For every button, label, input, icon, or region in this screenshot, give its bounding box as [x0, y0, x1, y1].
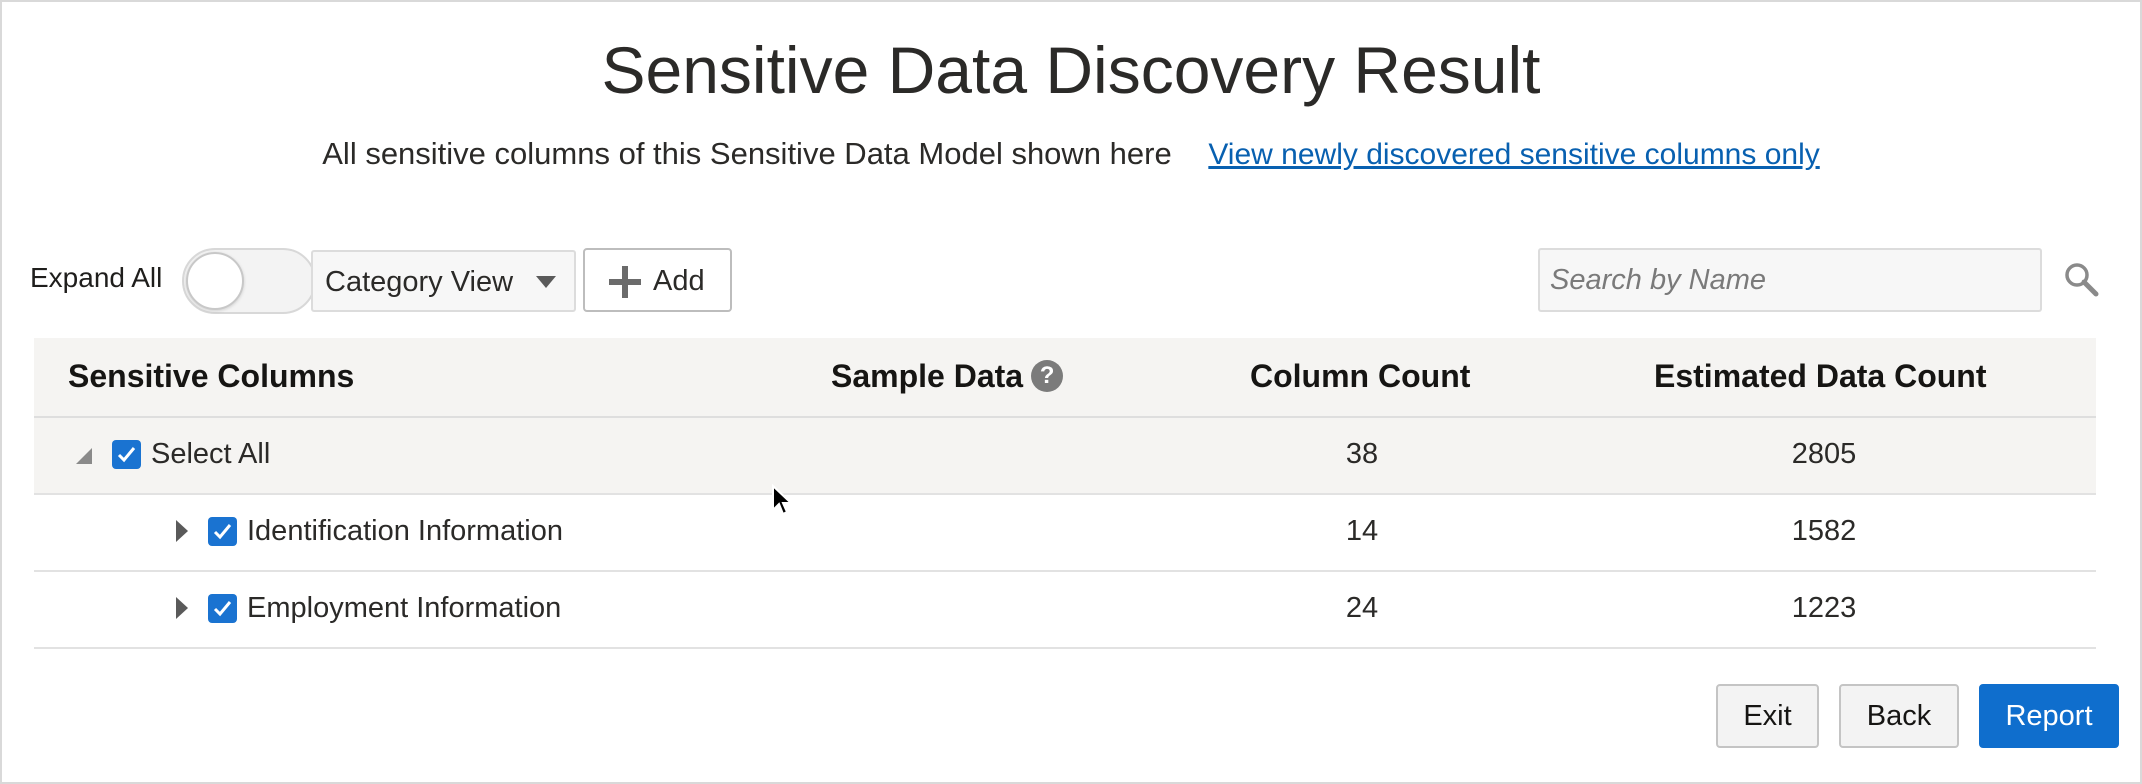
- row-label: Identification Information: [247, 515, 563, 547]
- report-button[interactable]: Report: [1979, 684, 2119, 748]
- table-row[interactable]: Employment Information 24 1223: [34, 572, 2096, 649]
- data-count-cell: 1223: [1791, 592, 1857, 624]
- add-button-label: Add: [653, 265, 705, 297]
- exit-button[interactable]: Exit: [1716, 684, 1819, 748]
- search-input[interactable]: [1538, 248, 2042, 312]
- caret-down-icon: [536, 276, 556, 288]
- back-button[interactable]: Back: [1839, 684, 1959, 748]
- toggle-knob: [186, 252, 244, 310]
- column-header-sample-data[interactable]: Sample Data?: [831, 358, 1064, 395]
- view-select-value: Category View: [325, 266, 514, 298]
- expand-triangle-icon[interactable]: [176, 597, 188, 619]
- table-row[interactable]: Select All 38 2805: [34, 418, 2096, 495]
- table-row[interactable]: Identification Information 14 1582: [34, 495, 2096, 572]
- row-label: Employment Information: [247, 592, 562, 624]
- plus-icon: [609, 266, 641, 298]
- select-all-checkbox[interactable]: [112, 440, 141, 469]
- data-count-cell: 2805: [1791, 438, 1857, 470]
- column-count-cell: 24: [1345, 592, 1379, 624]
- mouse-cursor-icon: [772, 484, 793, 516]
- column-header-column-count[interactable]: Column Count: [1250, 358, 1471, 394]
- toolbar: Expand All Category View Add: [30, 248, 2112, 314]
- expand-all-label: Expand All: [30, 262, 163, 293]
- checkmark-icon: [213, 524, 232, 540]
- help-icon[interactable]: ?: [1031, 359, 1064, 392]
- newly-discovered-link[interactable]: View newly discovered sensitive columns …: [1208, 138, 1820, 171]
- checkmark-icon: [213, 601, 232, 617]
- column-count-cell: 14: [1345, 515, 1379, 547]
- row-label: Select All: [151, 438, 271, 470]
- checkmark-icon: [117, 447, 136, 463]
- table-header: Sensitive Columns Sample Data? Column Co…: [34, 338, 2096, 418]
- column-header-estimated-data-count[interactable]: Estimated Data Count: [1654, 358, 1987, 394]
- view-select[interactable]: Category View: [311, 250, 576, 312]
- add-button[interactable]: Add: [583, 248, 732, 312]
- subtitle-row: All sensitive columns of this Sensitive …: [0, 136, 2142, 172]
- data-count-cell: 1582: [1791, 515, 1857, 547]
- row-checkbox[interactable]: [208, 517, 237, 546]
- sensitive-columns-table: Sensitive Columns Sample Data? Column Co…: [34, 338, 2096, 649]
- page-title: Sensitive Data Discovery Result: [601, 33, 1541, 107]
- collapse-triangle-icon[interactable]: [76, 448, 92, 464]
- column-count-cell: 38: [1345, 438, 1379, 470]
- subtitle-text: All sensitive columns of this Sensitive …: [322, 136, 1172, 171]
- row-checkbox[interactable]: [208, 594, 237, 623]
- search-icon[interactable]: [2062, 260, 2102, 300]
- sample-data-label: Sample Data: [831, 358, 1024, 394]
- expand-triangle-icon[interactable]: [176, 520, 188, 542]
- column-header-sensitive-columns[interactable]: Sensitive Columns: [68, 358, 355, 394]
- expand-all-toggle[interactable]: [182, 248, 316, 314]
